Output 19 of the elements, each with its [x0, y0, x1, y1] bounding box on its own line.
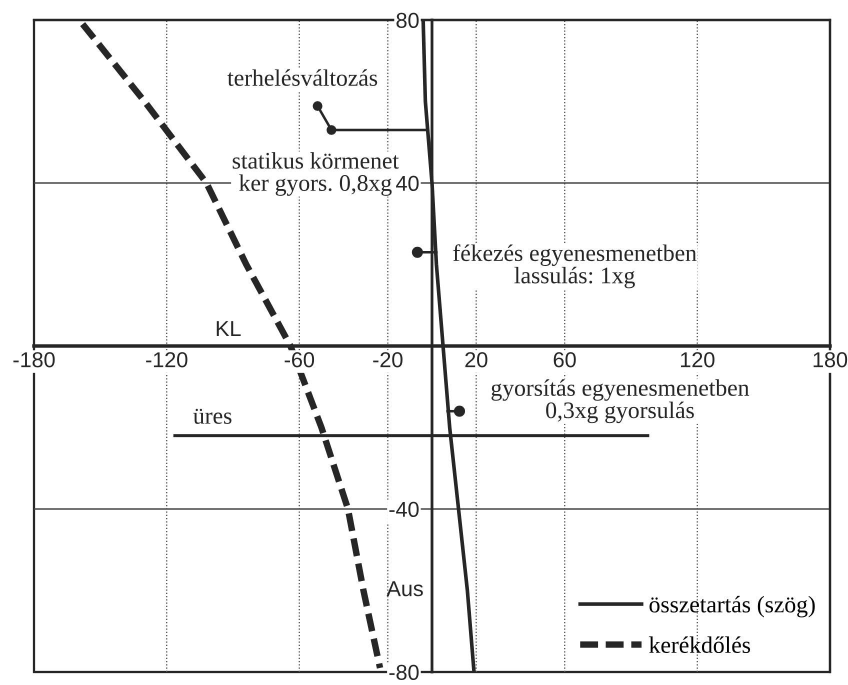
annotation: KL — [216, 321, 241, 336]
annotation: terhelésváltozás — [227, 69, 378, 86]
x-tick-label: -180 — [13, 352, 55, 368]
y-tick-label: 80 — [396, 12, 419, 28]
y-tick-label: -40 — [389, 502, 419, 518]
annotation: Aus — [386, 581, 423, 596]
annotation: fékezés egyenesmenetben lassulás: 1xg — [453, 244, 697, 288]
legend-label: kerékdőlés — [649, 636, 750, 654]
legend-label: összetartás (szög) — [650, 596, 815, 618]
y-tick-label: -80 — [389, 664, 419, 680]
x-tick-label: -60 — [284, 352, 314, 368]
annotation: gyorsítás egyenesmenetben 0,3xg gyorsulás — [491, 379, 750, 424]
x-tick-label: 60 — [554, 352, 576, 368]
x-tick-label: 20 — [465, 352, 488, 368]
x-tick-label: 120 — [681, 352, 714, 368]
ref-line-label: üres — [193, 408, 232, 424]
x-tick-label: -20 — [373, 352, 402, 368]
x-tick-label: 180 — [814, 352, 848, 368]
x-tick-label: -120 — [146, 352, 188, 368]
